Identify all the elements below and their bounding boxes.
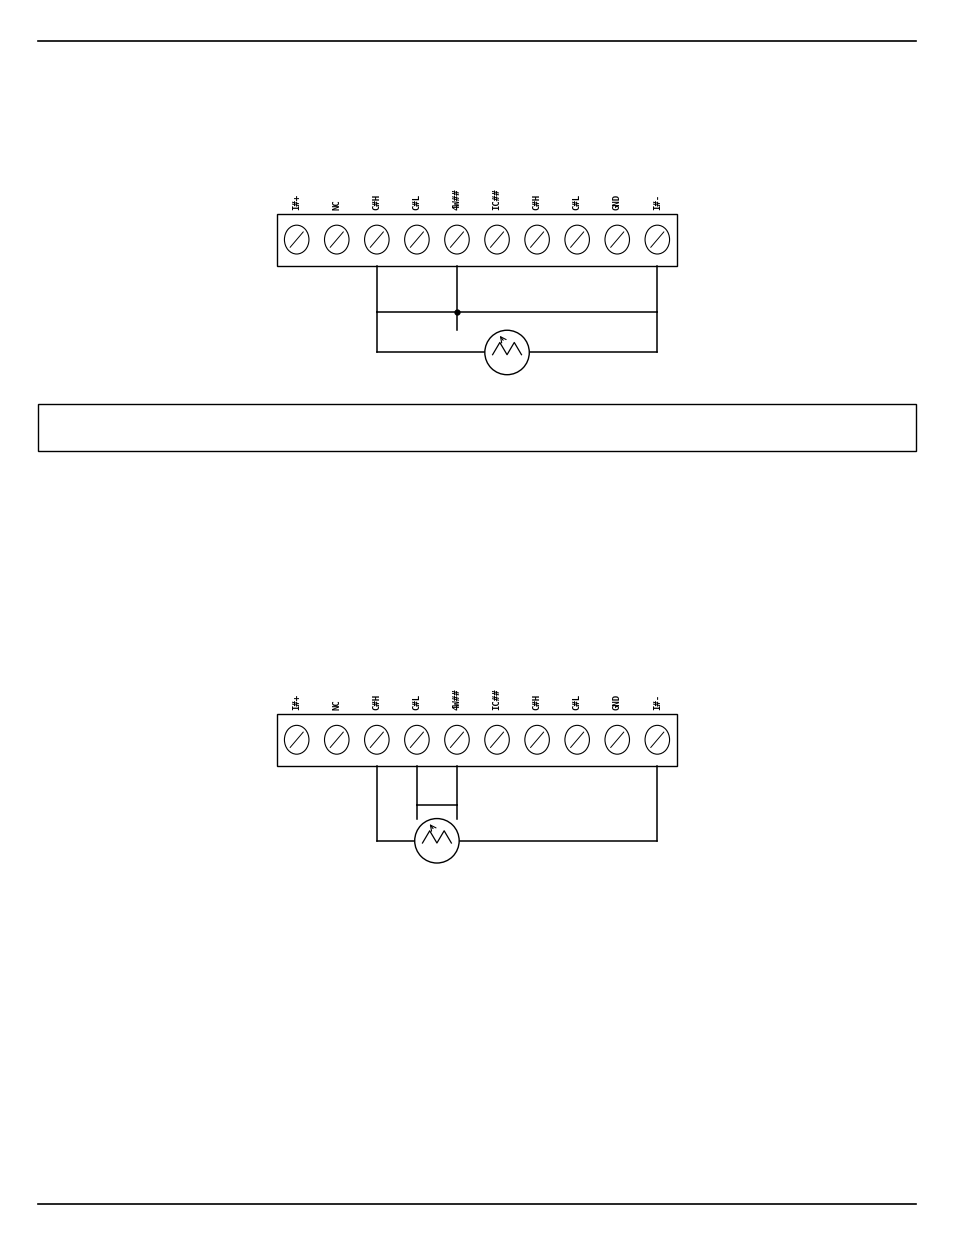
Ellipse shape bbox=[284, 725, 309, 755]
Text: 4W##: 4W## bbox=[452, 688, 461, 710]
Ellipse shape bbox=[644, 725, 669, 755]
Text: C#H: C#H bbox=[532, 694, 541, 710]
Ellipse shape bbox=[604, 725, 629, 755]
Text: I#+: I#+ bbox=[292, 194, 301, 210]
Ellipse shape bbox=[524, 725, 549, 755]
Bar bbox=[38, 404, 915, 451]
Ellipse shape bbox=[364, 725, 389, 755]
Ellipse shape bbox=[484, 225, 509, 254]
Ellipse shape bbox=[524, 225, 549, 254]
Ellipse shape bbox=[364, 225, 389, 254]
Ellipse shape bbox=[484, 725, 509, 755]
Text: 4W##: 4W## bbox=[452, 188, 461, 210]
Text: GND: GND bbox=[612, 194, 621, 210]
Text: C#H: C#H bbox=[372, 694, 381, 710]
Text: C#L: C#L bbox=[412, 694, 421, 710]
Ellipse shape bbox=[404, 225, 429, 254]
Text: GND: GND bbox=[612, 694, 621, 710]
Text: I#+: I#+ bbox=[292, 694, 301, 710]
Text: C#L: C#L bbox=[572, 694, 581, 710]
Ellipse shape bbox=[564, 225, 589, 254]
Text: NC: NC bbox=[332, 199, 341, 210]
Ellipse shape bbox=[324, 725, 349, 755]
Circle shape bbox=[415, 819, 458, 863]
Text: I#-: I#- bbox=[652, 694, 661, 710]
Text: IC##: IC## bbox=[492, 188, 501, 210]
Ellipse shape bbox=[644, 225, 669, 254]
Ellipse shape bbox=[404, 725, 429, 755]
Ellipse shape bbox=[284, 225, 309, 254]
Circle shape bbox=[484, 330, 529, 374]
Ellipse shape bbox=[604, 225, 629, 254]
Text: C#L: C#L bbox=[412, 194, 421, 210]
Text: I#-: I#- bbox=[652, 194, 661, 210]
Ellipse shape bbox=[564, 725, 589, 755]
Bar bbox=[276, 214, 677, 266]
Text: IC##: IC## bbox=[492, 688, 501, 710]
Text: C#H: C#H bbox=[532, 194, 541, 210]
Text: C#L: C#L bbox=[572, 194, 581, 210]
Ellipse shape bbox=[444, 725, 469, 755]
Ellipse shape bbox=[324, 225, 349, 254]
Ellipse shape bbox=[444, 225, 469, 254]
Text: C#H: C#H bbox=[372, 194, 381, 210]
Bar bbox=[276, 714, 677, 766]
Text: NC: NC bbox=[332, 699, 341, 710]
